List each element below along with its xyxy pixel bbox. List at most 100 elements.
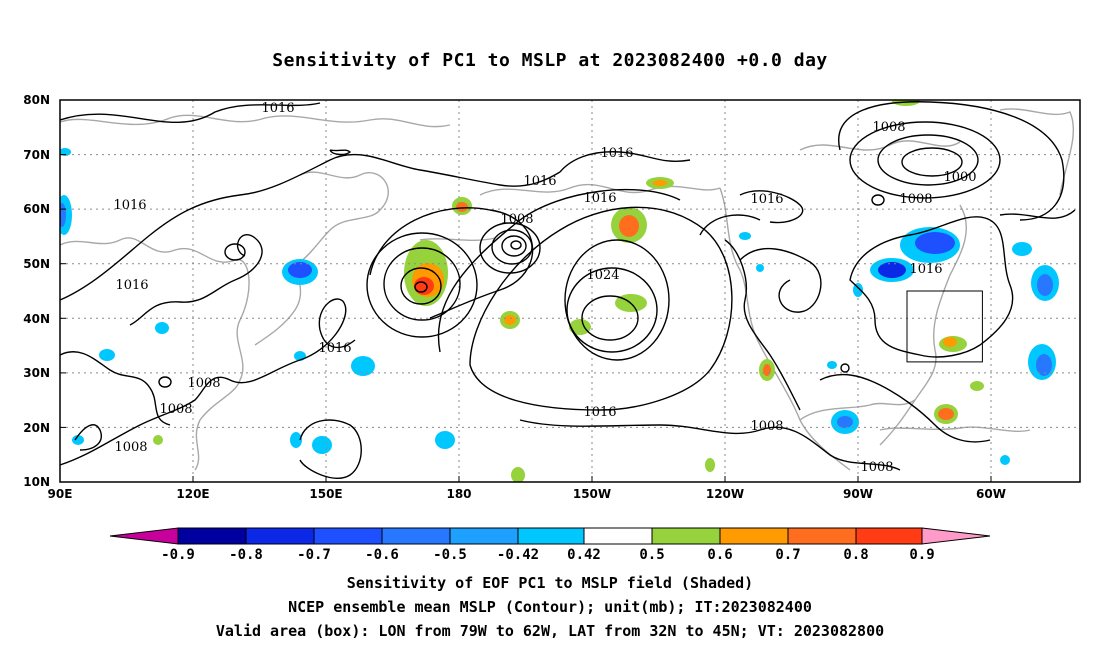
contour-label: 1016 — [583, 405, 616, 420]
contour-line — [329, 149, 352, 156]
contour-line — [491, 229, 533, 265]
contour-line — [566, 267, 658, 353]
contour-line — [60, 102, 321, 124]
shade-negative-light — [60, 148, 71, 156]
contour-line — [739, 190, 804, 224]
shade-negative-light — [1012, 242, 1032, 256]
colorbar-segment — [313, 527, 383, 545]
caption-line-3: Valid area (box): LON from 79W to 62W, L… — [215, 622, 885, 640]
colorbar-segment — [449, 527, 519, 545]
shade-negative-light — [827, 361, 837, 369]
colorbar-label: -0.42 — [497, 547, 539, 563]
caption-line-1: Sensitivity of EOF PC1 to MSLP field (Sh… — [346, 574, 754, 592]
shade-negative-mid — [1037, 274, 1053, 296]
shade-positive-orange — [504, 315, 516, 325]
shade-negative-light — [435, 431, 455, 449]
shade-negative-light — [99, 349, 115, 361]
lon-label: 150W — [573, 487, 611, 501]
coastline-greenland — [999, 108, 1074, 196]
coastline-north-asia — [60, 114, 451, 128]
colorbar-segment — [517, 527, 585, 545]
colorbar-labels: -0.9 -0.8 -0.7 -0.6 -0.5 -0.42 0.42 0.5 … — [161, 547, 935, 563]
lon-label: 90E — [48, 487, 73, 501]
contour-line — [559, 151, 691, 173]
shade-negative-mid — [915, 232, 955, 254]
grid-lines — [60, 100, 1080, 482]
contour-line — [581, 295, 639, 341]
shade-positive-orange — [456, 202, 468, 212]
colorbar-segment — [381, 527, 451, 545]
contour-line — [74, 424, 102, 451]
coastline-east-asia — [60, 237, 250, 471]
contour-label: 1024 — [586, 268, 619, 283]
contour-label: 1008 — [860, 460, 893, 475]
contour-line — [901, 147, 963, 177]
contour-line — [564, 239, 670, 361]
colorbar-label: 0.6 — [707, 547, 732, 563]
colorbar-segment — [177, 527, 247, 545]
contour-line — [369, 207, 534, 319]
coastline-kamchatka — [299, 171, 389, 263]
contour-line — [840, 363, 850, 373]
colorbar-segment — [787, 527, 857, 545]
colorbar-segment — [583, 527, 653, 545]
contour-label: 1016 — [318, 341, 351, 356]
map-title: Sensitivity of PC1 to MSLP at 2023082400… — [272, 50, 828, 71]
contour-line — [383, 247, 461, 321]
contour-line — [724, 239, 801, 411]
contour-line — [366, 232, 478, 338]
shade-positive-orange — [943, 337, 957, 347]
shade-negative-mid — [1036, 354, 1052, 376]
valid-area-box — [906, 290, 983, 363]
colorbar-label: -0.5 — [433, 547, 467, 563]
contour-line — [224, 243, 246, 261]
contour-line — [469, 206, 733, 411]
lat-label: 20N — [23, 421, 50, 435]
contour-line — [60, 298, 356, 466]
coastline-aleutians — [419, 237, 496, 241]
contour-line — [60, 153, 561, 301]
contour-label: 1008 — [114, 440, 147, 455]
contour-label: 1008 — [187, 376, 220, 391]
contour-line — [849, 216, 1014, 358]
shade-negative-light — [853, 283, 863, 297]
axis-ticks — [59, 99, 992, 483]
shade-negative-dark — [878, 262, 906, 278]
shade-positive-green — [569, 319, 591, 335]
colorbar-label: -0.7 — [297, 547, 331, 563]
lat-label: 40N — [23, 312, 50, 326]
contour-line — [414, 281, 428, 293]
contour-line — [158, 376, 172, 388]
shade-negative-mid — [837, 416, 853, 428]
lon-label: 90W — [843, 487, 873, 501]
contour-line — [60, 351, 171, 426]
contour-line — [400, 267, 442, 305]
colorbar-segment — [855, 527, 923, 545]
shade-negative-mid — [60, 203, 66, 227]
contour-line — [739, 247, 822, 313]
shade-negative-light — [351, 356, 375, 376]
colorbar — [109, 527, 991, 545]
contour-line — [877, 134, 979, 186]
lon-label: 120E — [176, 487, 209, 501]
coastline-hudson-bay — [799, 140, 961, 151]
colorbar-min-arrow — [109, 527, 179, 545]
contour-line — [129, 234, 263, 326]
lat-label: 50N — [23, 257, 50, 271]
contour-label: 1016 — [115, 278, 148, 293]
contour-line — [437, 188, 681, 353]
contour-label: 1008 — [899, 192, 932, 207]
lat-label: 70N — [23, 148, 50, 162]
shade-negative-light — [72, 435, 84, 445]
shade-negative-light — [155, 322, 169, 334]
shade-positive-orange — [938, 408, 954, 420]
colorbar-label: -0.6 — [365, 547, 399, 563]
shade-positive-green — [153, 435, 163, 445]
contour-label: 1008 — [872, 120, 905, 135]
contour-label: 1016 — [261, 101, 294, 116]
shade-positive-orange — [653, 180, 667, 186]
lat-label: 60N — [23, 202, 50, 216]
contour-line — [299, 419, 362, 479]
map-frame — [59, 99, 1081, 483]
shade-negative-mid — [288, 262, 312, 278]
